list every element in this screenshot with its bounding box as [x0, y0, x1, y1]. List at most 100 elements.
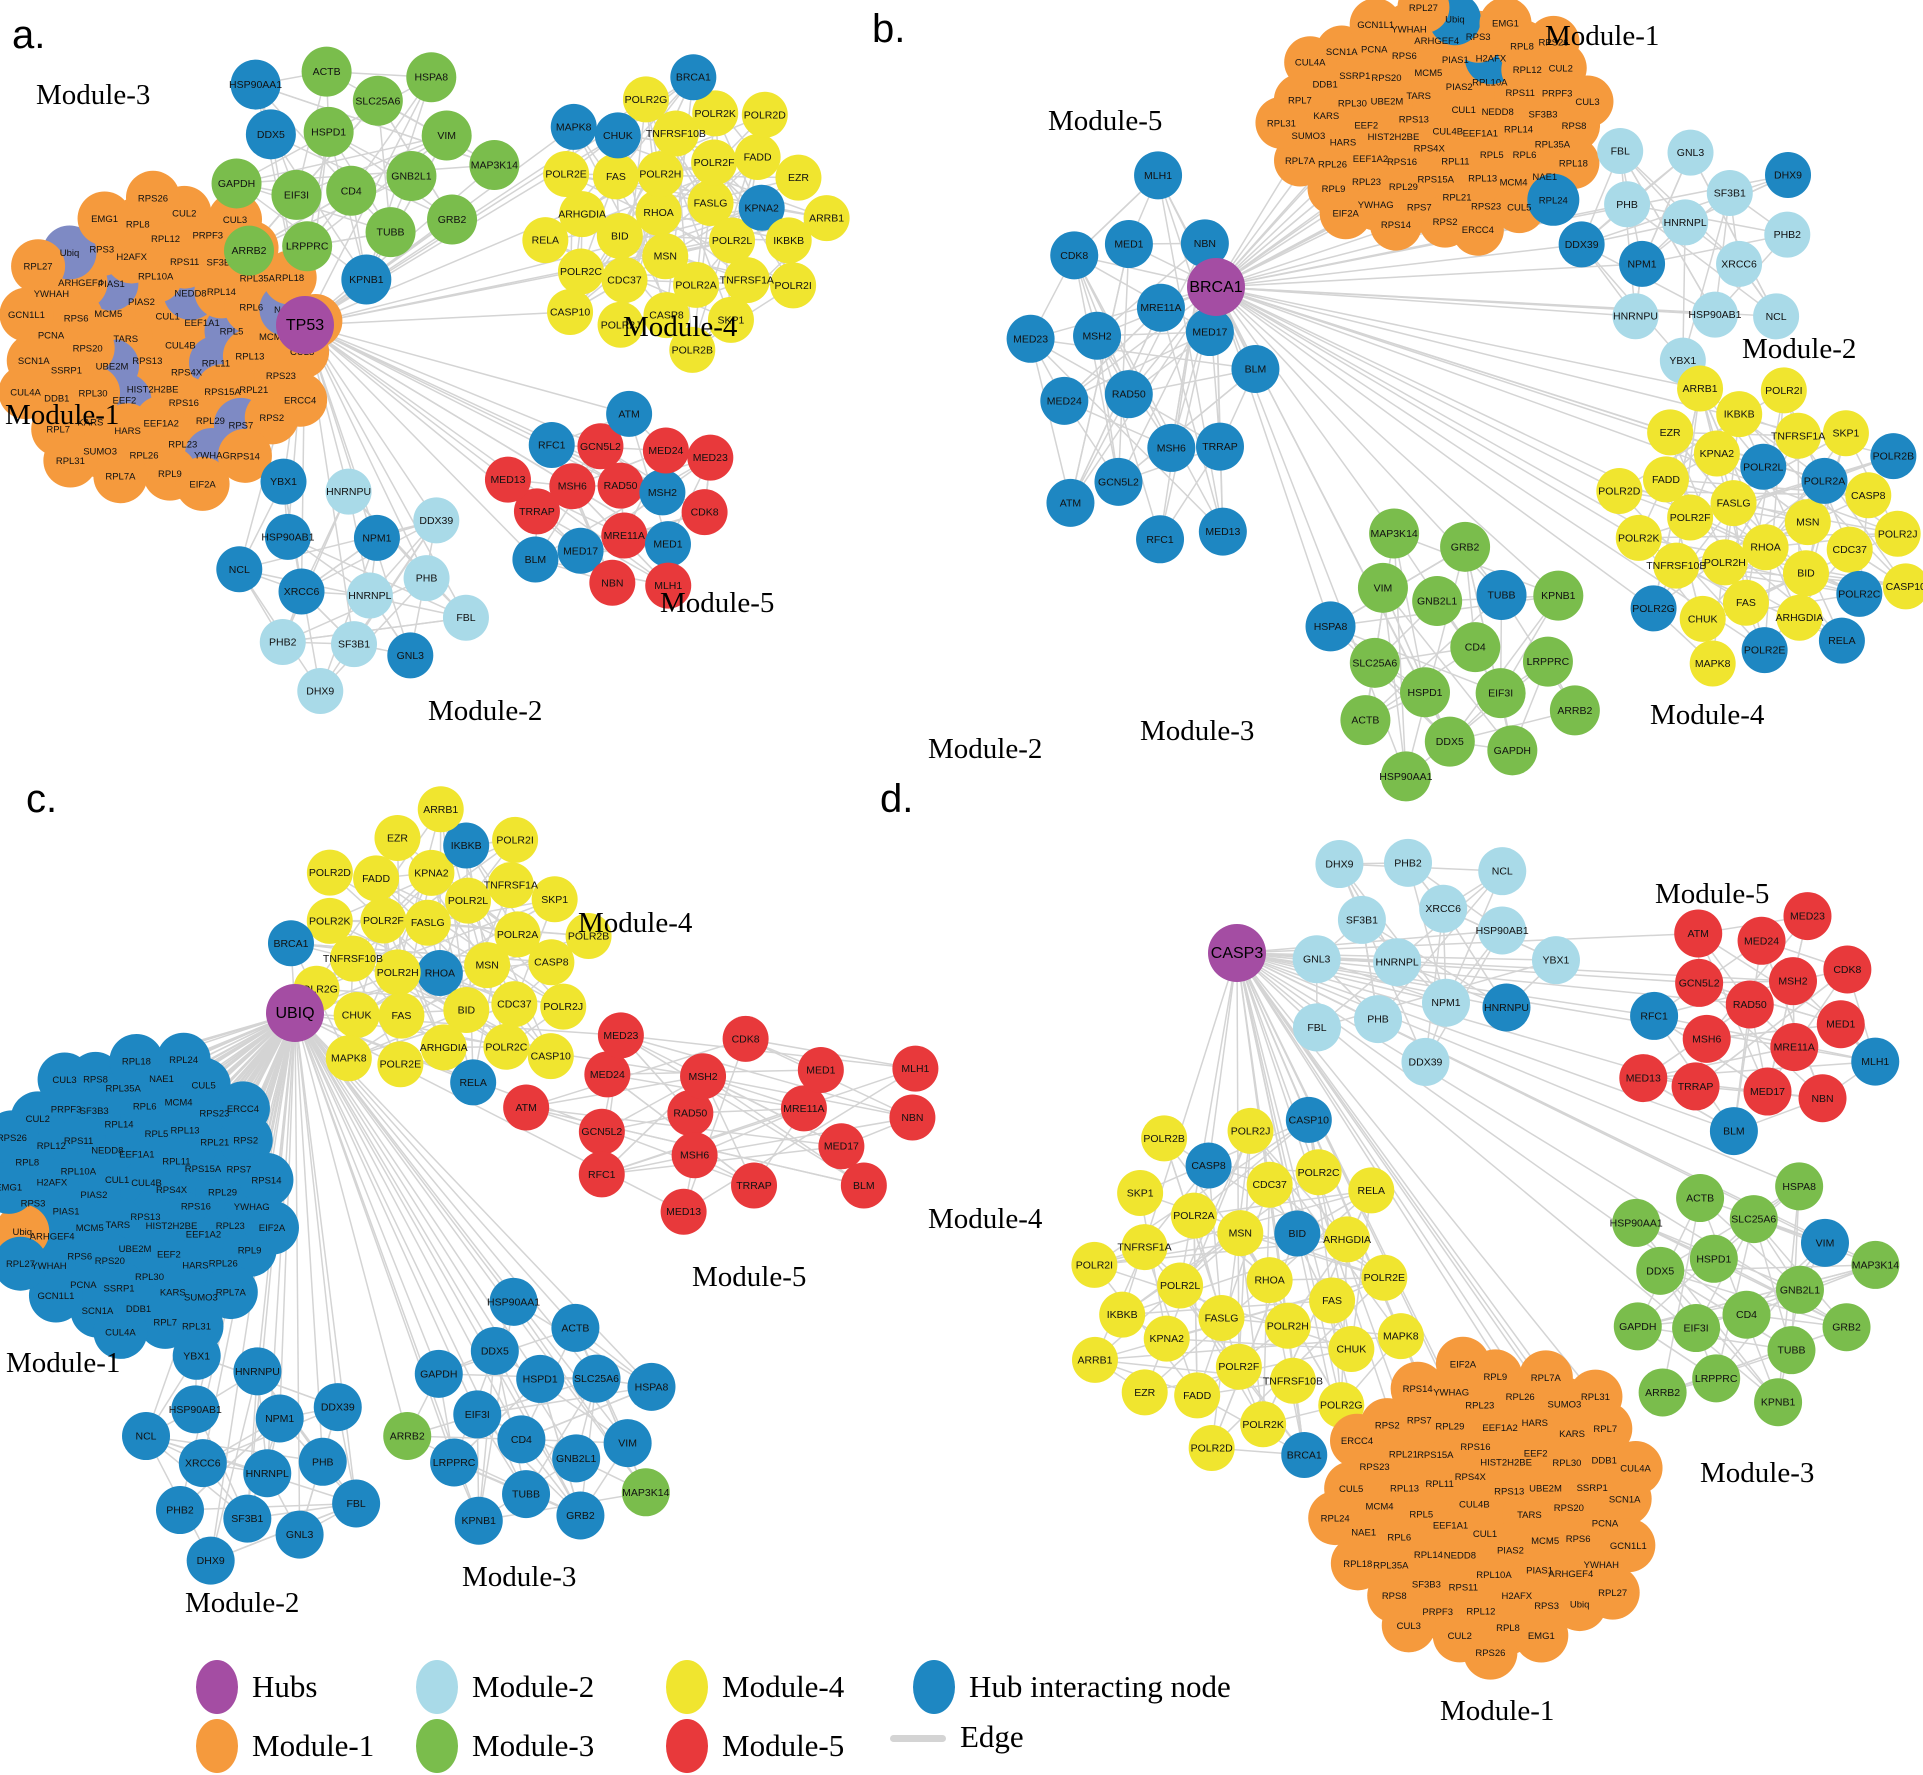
- node-SLC25A6: [1349, 637, 1400, 688]
- node-label-RFC1: RFC1: [1146, 534, 1174, 546]
- node-label-DDB1: DDB1: [1312, 79, 1337, 90]
- node-label-RPS26: RPS26: [1475, 1648, 1505, 1659]
- node-POLR2G: [622, 76, 669, 123]
- node-label-RPL31: RPL31: [56, 456, 85, 467]
- node-label-CD4: CD4: [511, 1434, 532, 1446]
- node-label-DDB1: DDB1: [1592, 1455, 1617, 1466]
- cluster-module-2: HNRNPL XRCC6 NPM1 SF3B1 HSP90AB1 PHB PHB2 HNRNP…: [216, 458, 489, 715]
- node-RFC1: [528, 421, 575, 468]
- node-KPNB1: [454, 1496, 503, 1545]
- node-label-DDX5: DDX5: [1646, 1265, 1674, 1277]
- node-RELA: [522, 217, 569, 264]
- node-label-RPS6: RPS6: [1566, 1534, 1591, 1545]
- node-label-HNRNPU: HNRNPU: [1484, 1002, 1529, 1014]
- legend-item-hubs: Hubs: [196, 1660, 317, 1714]
- node-GNB2L1: [552, 1434, 601, 1483]
- node-label-MCM5: MCM5: [94, 309, 122, 320]
- node-label-RPS26: RPS26: [138, 193, 168, 204]
- node-label-GRB2: GRB2: [1451, 541, 1480, 553]
- module2-swatch: [416, 1660, 458, 1714]
- node-label-FAS: FAS: [606, 171, 626, 183]
- legend-label-module-1: Module-1: [252, 1728, 375, 1763]
- node-label-RPL11: RPL11: [1441, 157, 1469, 168]
- node-label-EEF2: EEF2: [1524, 1448, 1548, 1459]
- panel-d: HNRNPL XRCC6 NPM1 SF3B1 HSP90AB1 PHB PHB2 HNRNP…: [880, 733, 1900, 1727]
- node-label-FASLG: FASLG: [1205, 1312, 1239, 1324]
- node-label-POLR2J: POLR2J: [1878, 528, 1918, 540]
- node-HSP90AA1: [230, 59, 281, 110]
- node-POLR2K: [1615, 514, 1662, 561]
- node-label-YWHAH: YWHAH: [34, 289, 70, 300]
- node-DDX39: [413, 497, 460, 544]
- node-GNB2L1: [386, 150, 437, 201]
- node-label-KARS: KARS: [1559, 1429, 1585, 1440]
- node-label-LRPPRC: LRPPRC: [1695, 1373, 1738, 1385]
- node-DDX39: [313, 1383, 362, 1432]
- node-label-BID: BID: [458, 1005, 476, 1017]
- node-ATM: [606, 390, 653, 437]
- node-label-CUL4A: CUL4A: [10, 388, 41, 399]
- node-label-MCM5: MCM5: [76, 1223, 104, 1234]
- hub-interacting-swatch: [913, 1660, 955, 1714]
- node-NPM1: [255, 1394, 304, 1443]
- module-label: Module-5: [692, 1261, 806, 1293]
- node-FADD: [1642, 456, 1689, 503]
- node-HSP90AB1: [1691, 291, 1738, 338]
- node-label-ACTB: ACTB: [1351, 715, 1379, 727]
- node-CDC37: [491, 981, 538, 1028]
- node-CHUK: [1328, 1326, 1375, 1373]
- node-label-YBX1: YBX1: [270, 476, 297, 488]
- node-BLM: [1231, 345, 1280, 394]
- node-label-MAP3K14: MAP3K14: [471, 160, 518, 172]
- node-label-CDC37: CDC37: [497, 999, 532, 1011]
- node-label-RPL29: RPL29: [196, 416, 225, 427]
- node-CDC37: [1246, 1161, 1293, 1208]
- node-label-HIST2H2BE: HIST2H2BE: [146, 1221, 198, 1232]
- node-label-GNB2L1: GNB2L1: [391, 170, 431, 182]
- module-label: Module-5: [1048, 105, 1162, 137]
- node-label-ATM: ATM: [515, 1102, 536, 1114]
- node-label-HSPA8: HSPA8: [414, 72, 448, 84]
- node-label-ARHGDIA: ARHGDIA: [420, 1042, 468, 1054]
- node-ARHGDIA: [1324, 1216, 1371, 1263]
- node-label-RPL8: RPL8: [126, 219, 150, 230]
- node-EZR: [1647, 409, 1694, 456]
- node-MAPK8: [1377, 1313, 1424, 1360]
- node-label-RPS4X: RPS4X: [1414, 144, 1446, 155]
- node-MED1: [1816, 1000, 1865, 1049]
- node-RPS26: [125, 170, 180, 225]
- node-label-MCM5: MCM5: [1531, 1536, 1559, 1547]
- node-label-RPS23: RPS23: [1360, 1462, 1390, 1473]
- node-label-YWHAH: YWHAH: [31, 1261, 67, 1272]
- node-label-GNB2L1: GNB2L1: [556, 1453, 596, 1465]
- legend-label-hubs: Hubs: [252, 1669, 318, 1704]
- node-label-MAP3K14: MAP3K14: [1370, 528, 1417, 540]
- node-PHB: [1354, 995, 1403, 1044]
- node-ACTB: [301, 46, 352, 97]
- node-label-POLR2D: POLR2D: [1191, 1442, 1233, 1454]
- node-CUL4A: [93, 1304, 148, 1359]
- module-label: Module-5: [1655, 878, 1769, 910]
- node-label-POLR2B: POLR2B: [1143, 1133, 1184, 1145]
- node-label-CUL2: CUL2: [1549, 64, 1573, 75]
- module-label: Module-2: [1742, 333, 1856, 365]
- node-label-RPS15A: RPS15A: [204, 387, 241, 398]
- node-label-CUL4B: CUL4B: [1432, 127, 1463, 138]
- node-label-HNRNPL: HNRNPL: [1376, 957, 1419, 969]
- node-MRE11A: [1770, 1023, 1819, 1072]
- node-label-IKBKB: IKBKB: [773, 235, 804, 247]
- node-label-EMG1: EMG1: [1492, 19, 1519, 30]
- node-CUL3: [37, 1052, 92, 1107]
- cluster-module-3: CD4 HSPD1 GNB2L1 EIF3I SLC25A6 TUBB DDX5 VIM LRP…: [211, 46, 520, 305]
- node-DDX39: [1401, 1037, 1450, 1086]
- node-HNRNPU: [1612, 293, 1659, 340]
- node-POLR2E: [377, 1041, 424, 1088]
- node-label-RPL12: RPL12: [37, 1141, 66, 1152]
- node-label-FAS: FAS: [392, 1010, 412, 1022]
- legend-item-module-4: Module-4: [666, 1660, 844, 1714]
- node-label-RPL27: RPL27: [1409, 3, 1438, 14]
- node-KPNA2: [408, 849, 455, 896]
- module-label: Module-1: [6, 1347, 120, 1379]
- node-label-CHUK: CHUK: [603, 130, 633, 142]
- cluster-module-5: RAD50 MRE11A MSH6 MSH2 MED17 GCN5L2 MED1 TRRAP M…: [484, 390, 734, 609]
